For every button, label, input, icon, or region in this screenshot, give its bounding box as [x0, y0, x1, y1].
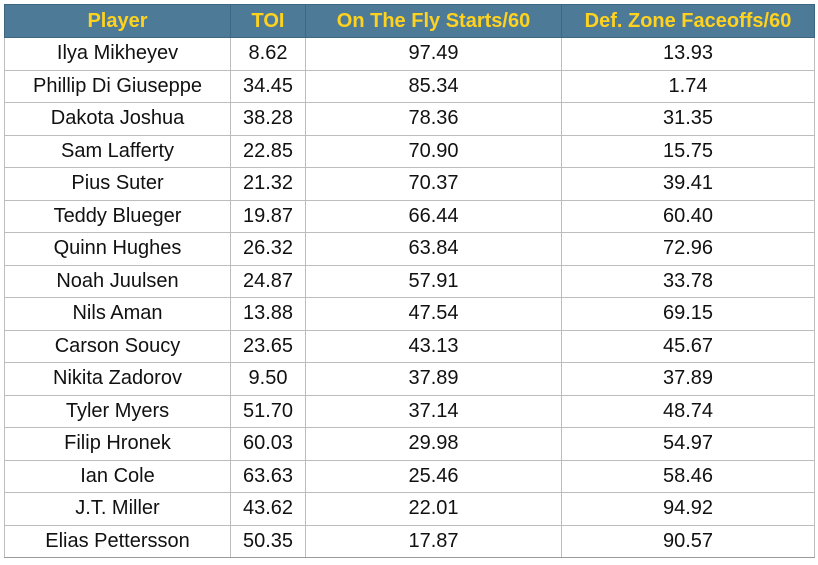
table-row: Teddy Blueger 19.87 66.44 60.40 [4, 199, 815, 233]
on-the-fly-starts-cell: 63.84 [305, 232, 562, 266]
table-row: Noah Juulsen 24.87 57.91 33.78 [4, 264, 815, 298]
player-name-cell: Ilya Mikheyev [4, 37, 231, 71]
player-name-cell: Phillip Di Giuseppe [4, 69, 231, 103]
def-zone-faceoffs-cell: 1.74 [561, 69, 815, 103]
player-name-cell: Tyler Myers [4, 394, 231, 428]
toi-cell: 51.70 [230, 394, 306, 428]
header-row: Player TOI On The Fly Starts/60 Def. Zon… [4, 4, 815, 38]
toi-cell: 24.87 [230, 264, 306, 298]
def-zone-faceoffs-cell: 69.15 [561, 297, 815, 331]
player-name-cell: J.T. Miller [4, 492, 231, 526]
player-name-cell: Nils Aman [4, 297, 231, 331]
on-the-fly-starts-cell: 78.36 [305, 102, 562, 136]
table-row: Sam Lafferty 22.85 70.90 15.75 [4, 134, 815, 168]
header-player: Player [4, 4, 231, 38]
on-the-fly-starts-cell: 29.98 [305, 427, 562, 461]
toi-cell: 22.85 [230, 134, 306, 168]
def-zone-faceoffs-cell: 45.67 [561, 329, 815, 363]
toi-cell: 8.62 [230, 37, 306, 71]
def-zone-faceoffs-cell: 58.46 [561, 459, 815, 493]
def-zone-faceoffs-cell: 31.35 [561, 102, 815, 136]
on-the-fly-starts-cell: 17.87 [305, 524, 562, 558]
player-name-cell: Pius Suter [4, 167, 231, 201]
toi-cell: 26.32 [230, 232, 306, 266]
table-row: Tyler Myers 51.70 37.14 48.74 [4, 394, 815, 428]
table-row: Pius Suter 21.32 70.37 39.41 [4, 167, 815, 201]
def-zone-faceoffs-cell: 72.96 [561, 232, 815, 266]
def-zone-faceoffs-cell: 37.89 [561, 362, 815, 396]
table-row: Nikita Zadorov 9.50 37.89 37.89 [4, 362, 815, 396]
on-the-fly-starts-cell: 47.54 [305, 297, 562, 331]
toi-cell: 19.87 [230, 199, 306, 233]
player-stats-table: Player TOI On The Fly Starts/60 Def. Zon… [4, 4, 815, 558]
player-name-cell: Teddy Blueger [4, 199, 231, 233]
table-row: J.T. Miller 43.62 22.01 94.92 [4, 492, 815, 526]
player-name-cell: Carson Soucy [4, 329, 231, 363]
table-row: Ian Cole 63.63 25.46 58.46 [4, 459, 815, 493]
toi-cell: 34.45 [230, 69, 306, 103]
table-row: Ilya Mikheyev 8.62 97.49 13.93 [4, 37, 815, 71]
toi-cell: 9.50 [230, 362, 306, 396]
toi-cell: 23.65 [230, 329, 306, 363]
def-zone-faceoffs-cell: 54.97 [561, 427, 815, 461]
player-name-cell: Nikita Zadorov [4, 362, 231, 396]
toi-cell: 63.63 [230, 459, 306, 493]
player-name-cell: Sam Lafferty [4, 134, 231, 168]
player-name-cell: Filip Hronek [4, 427, 231, 461]
toi-cell: 60.03 [230, 427, 306, 461]
header-toi: TOI [230, 4, 306, 38]
stats-table-container: Player TOI On The Fly Starts/60 Def. Zon… [4, 4, 815, 558]
table-row: Nils Aman 13.88 47.54 69.15 [4, 297, 815, 331]
on-the-fly-starts-cell: 70.37 [305, 167, 562, 201]
def-zone-faceoffs-cell: 94.92 [561, 492, 815, 526]
def-zone-faceoffs-cell: 39.41 [561, 167, 815, 201]
player-name-cell: Ian Cole [4, 459, 231, 493]
on-the-fly-starts-cell: 70.90 [305, 134, 562, 168]
on-the-fly-starts-cell: 43.13 [305, 329, 562, 363]
on-the-fly-starts-cell: 85.34 [305, 69, 562, 103]
table-row: Filip Hronek 60.03 29.98 54.97 [4, 427, 815, 461]
on-the-fly-starts-cell: 37.14 [305, 394, 562, 428]
header-def-zone-faceoffs: Def. Zone Faceoffs/60 [561, 4, 815, 38]
table-row: Elias Pettersson 50.35 17.87 90.57 [4, 524, 815, 558]
on-the-fly-starts-cell: 57.91 [305, 264, 562, 298]
player-name-cell: Elias Pettersson [4, 524, 231, 558]
on-the-fly-starts-cell: 22.01 [305, 492, 562, 526]
toi-cell: 43.62 [230, 492, 306, 526]
table-row: Carson Soucy 23.65 43.13 45.67 [4, 329, 815, 363]
def-zone-faceoffs-cell: 13.93 [561, 37, 815, 71]
def-zone-faceoffs-cell: 48.74 [561, 394, 815, 428]
on-the-fly-starts-cell: 97.49 [305, 37, 562, 71]
def-zone-faceoffs-cell: 90.57 [561, 524, 815, 558]
on-the-fly-starts-cell: 66.44 [305, 199, 562, 233]
table-row: Dakota Joshua 38.28 78.36 31.35 [4, 102, 815, 136]
def-zone-faceoffs-cell: 15.75 [561, 134, 815, 168]
def-zone-faceoffs-cell: 33.78 [561, 264, 815, 298]
toi-cell: 13.88 [230, 297, 306, 331]
player-name-cell: Noah Juulsen [4, 264, 231, 298]
toi-cell: 38.28 [230, 102, 306, 136]
table-row: Phillip Di Giuseppe 34.45 85.34 1.74 [4, 69, 815, 103]
table-row: Quinn Hughes 26.32 63.84 72.96 [4, 232, 815, 266]
def-zone-faceoffs-cell: 60.40 [561, 199, 815, 233]
player-name-cell: Dakota Joshua [4, 102, 231, 136]
table-body: Ilya Mikheyev 8.62 97.49 13.93 Phillip Di Gi… [4, 37, 815, 558]
on-the-fly-starts-cell: 37.89 [305, 362, 562, 396]
header-on-the-fly-starts: On The Fly Starts/60 [305, 4, 562, 38]
player-name-cell: Quinn Hughes [4, 232, 231, 266]
toi-cell: 21.32 [230, 167, 306, 201]
on-the-fly-starts-cell: 25.46 [305, 459, 562, 493]
toi-cell: 50.35 [230, 524, 306, 558]
